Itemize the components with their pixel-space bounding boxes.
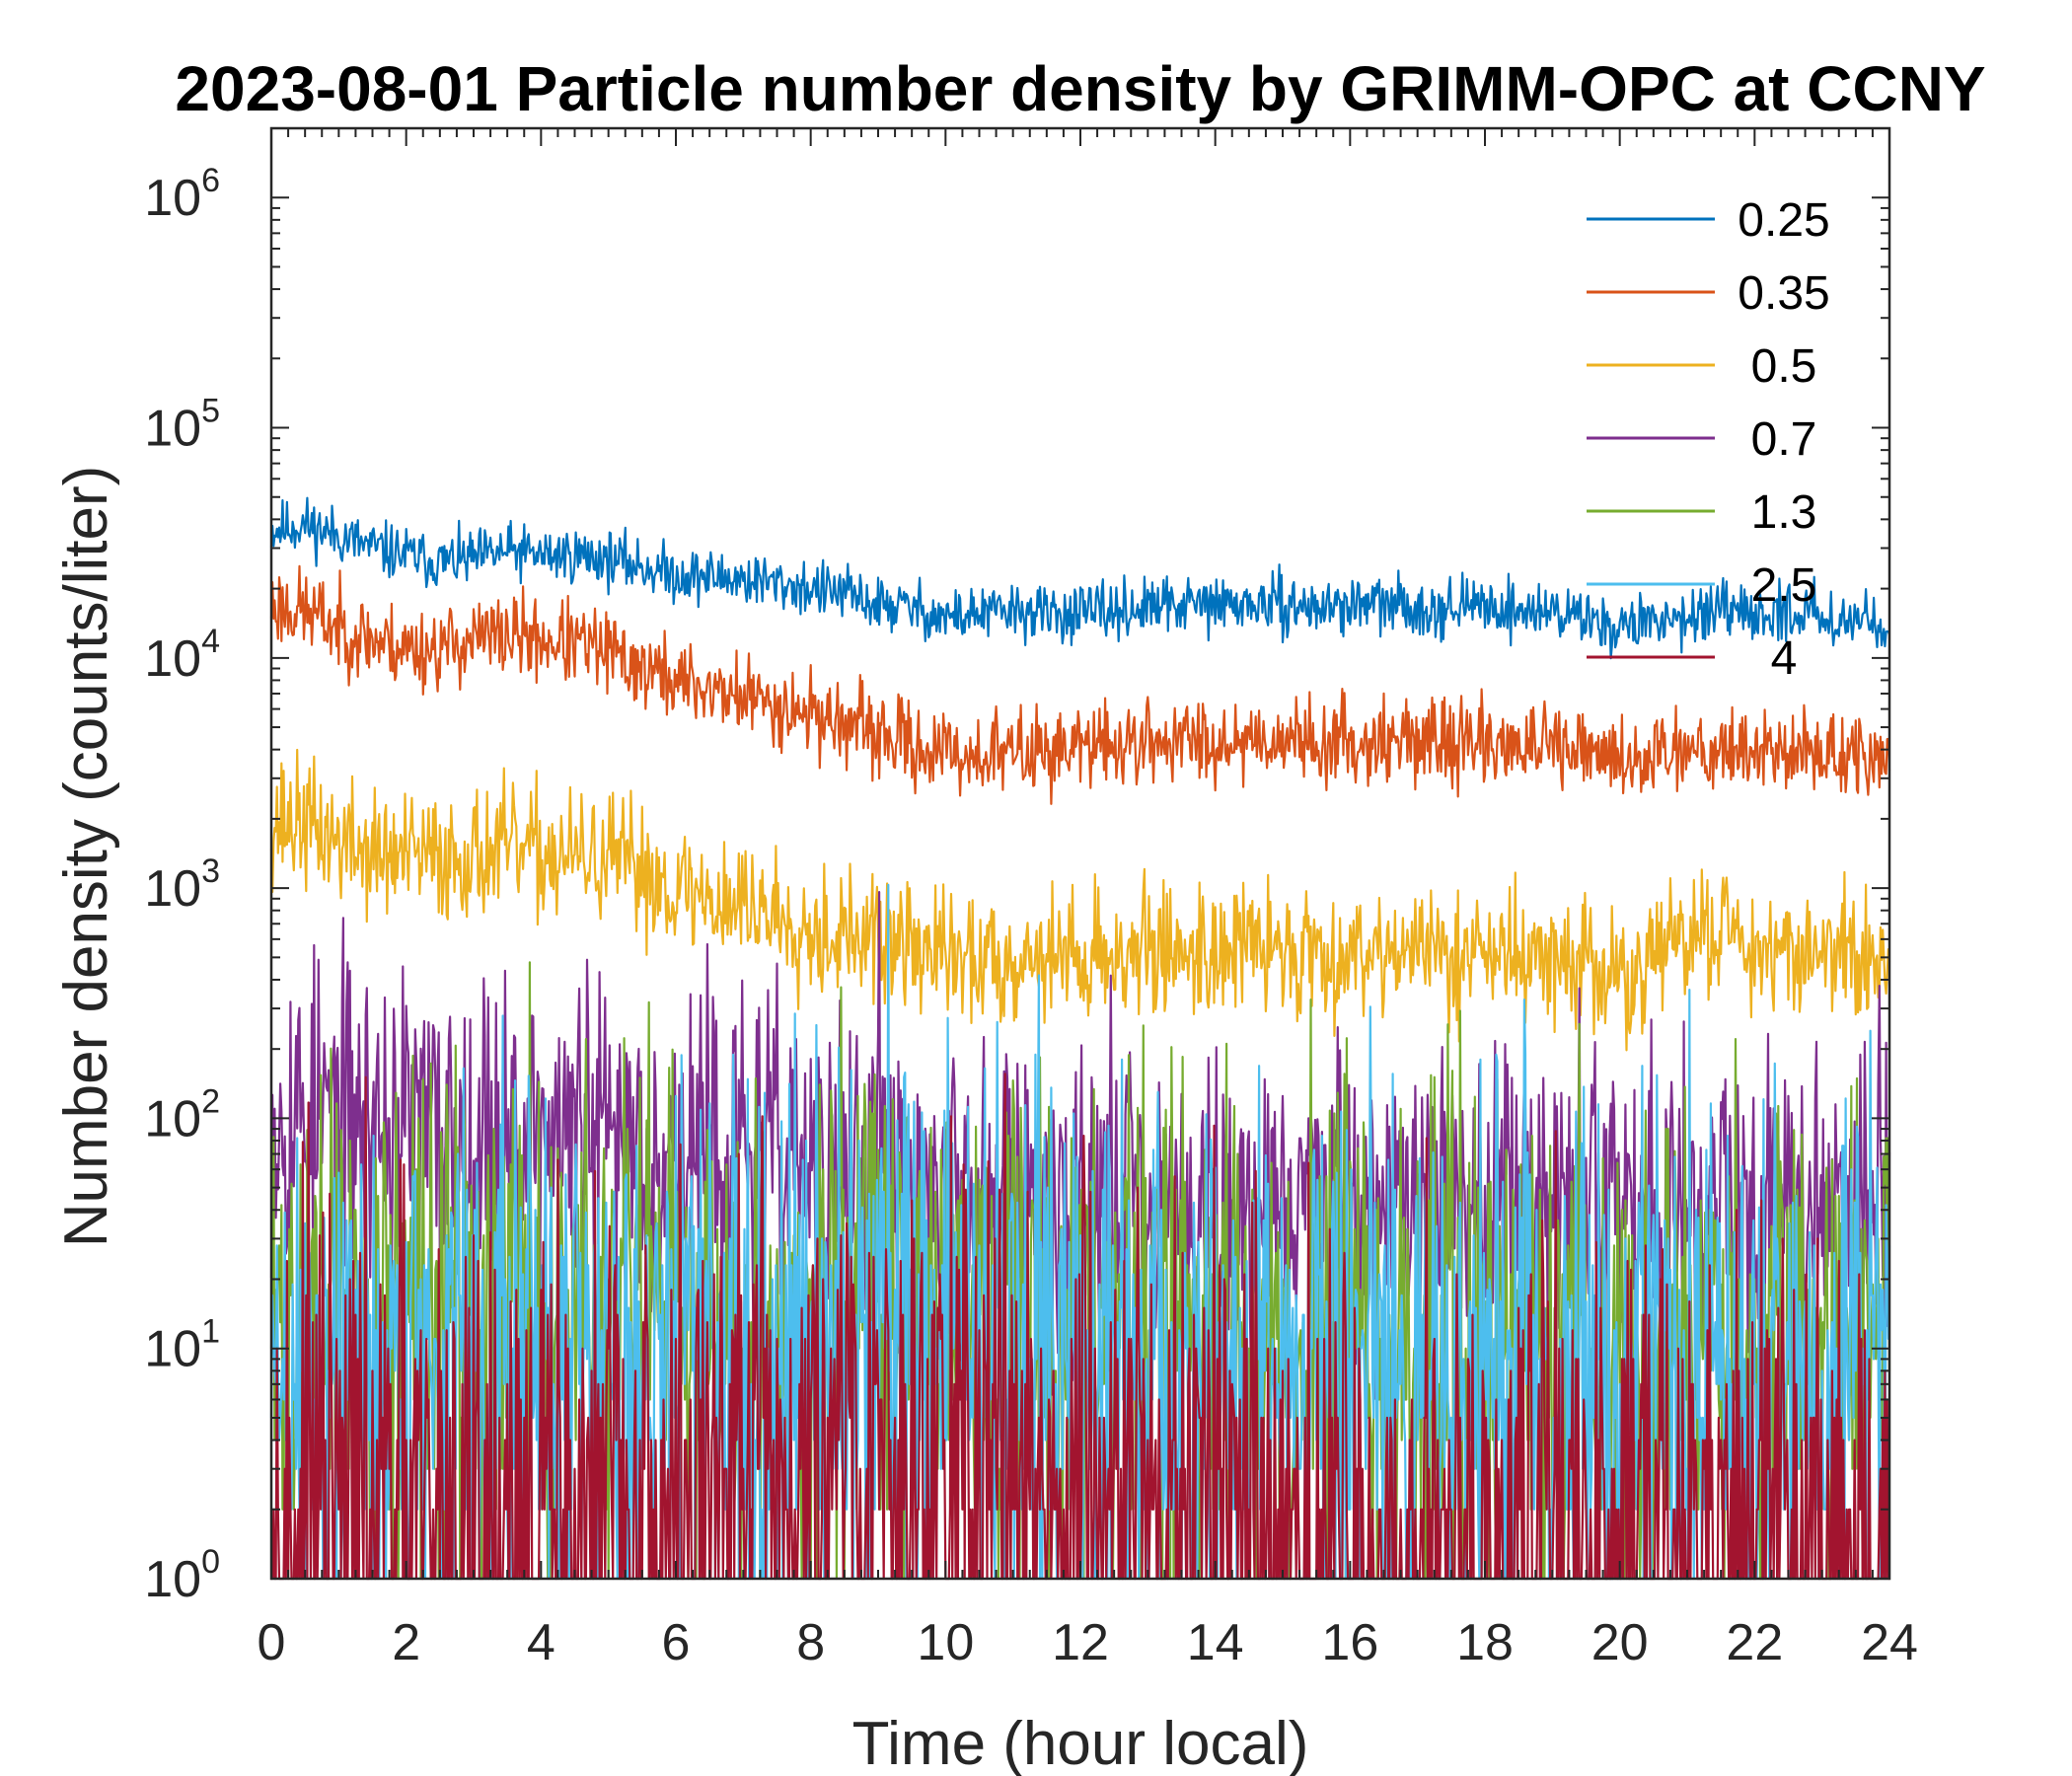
legend-label: 0.7 <box>1751 413 1817 466</box>
y-tick-exponent: 6 <box>201 162 220 199</box>
y-tick-exponent: 4 <box>201 623 220 660</box>
x-tick-label: 22 <box>1726 1614 1783 1671</box>
axes-box <box>269 126 1891 1581</box>
y-tick-label: 100 <box>144 1543 220 1608</box>
x-tick-label: 2 <box>392 1614 420 1671</box>
legend-label: 0.35 <box>1738 267 1829 320</box>
legend-label: 1.3 <box>1751 486 1817 539</box>
y-tick-label: 104 <box>144 623 220 688</box>
y-axis-label: Number density (counts/liter) <box>52 466 120 1248</box>
series-layer <box>269 496 1891 1581</box>
series-line-0-35 <box>269 564 1891 805</box>
x-tick-label: 0 <box>258 1614 286 1671</box>
y-tick-exponent: 2 <box>201 1082 220 1120</box>
y-tick-base: 10 <box>144 1551 201 1608</box>
y-tick-label: 101 <box>144 1313 220 1378</box>
y-tick-base: 10 <box>144 630 201 688</box>
x-tick-label: 14 <box>1187 1614 1244 1671</box>
y-tick-base: 10 <box>144 1090 201 1147</box>
series-line-0-7 <box>269 890 1891 1401</box>
y-tick-base: 10 <box>144 170 201 227</box>
x-tick-label: 8 <box>796 1614 825 1671</box>
x-tick-label: 18 <box>1456 1614 1514 1671</box>
y-tick-base: 10 <box>144 860 201 918</box>
x-axis-label: Time (hour local) <box>852 1710 1309 1776</box>
x-tick-label: 20 <box>1591 1614 1649 1671</box>
x-tick-label: 4 <box>527 1614 555 1671</box>
ticks-layer: 0 2 4 6 8 10 12 14 16 18 20 22 241001011021031041051… <box>144 127 1918 1671</box>
y-tick-exponent: 3 <box>201 852 220 890</box>
series-line-0-5 <box>269 748 1891 1052</box>
y-tick-base: 10 <box>144 1321 201 1378</box>
y-tick-label: 103 <box>144 852 220 918</box>
x-tick-label: 16 <box>1321 1614 1378 1671</box>
x-tick-label: 10 <box>917 1614 974 1671</box>
y-tick-exponent: 5 <box>201 393 220 430</box>
x-tick-label: 6 <box>662 1614 691 1671</box>
y-tick-label: 105 <box>144 393 220 458</box>
series-line-0-25 <box>269 496 1891 660</box>
legend-label: 0.5 <box>1751 340 1817 393</box>
y-tick-exponent: 0 <box>201 1543 220 1581</box>
legend-label: 4 <box>1771 632 1798 685</box>
x-tick-label: 24 <box>1861 1614 1918 1671</box>
legend: 0.25 0.35 0.5 0.7 1.3 2.5 4 <box>1587 194 1830 685</box>
y-tick-label: 102 <box>144 1082 220 1147</box>
x-tick-label: 12 <box>1052 1614 1109 1671</box>
chart-title: 2023-08-01 Particle number density by GR… <box>175 53 1985 124</box>
legend-label: 0.25 <box>1738 194 1829 247</box>
legend-label: 2.5 <box>1751 559 1817 612</box>
y-tick-exponent: 1 <box>201 1313 220 1351</box>
y-tick-label: 106 <box>144 162 220 227</box>
y-tick-base: 10 <box>144 401 201 458</box>
